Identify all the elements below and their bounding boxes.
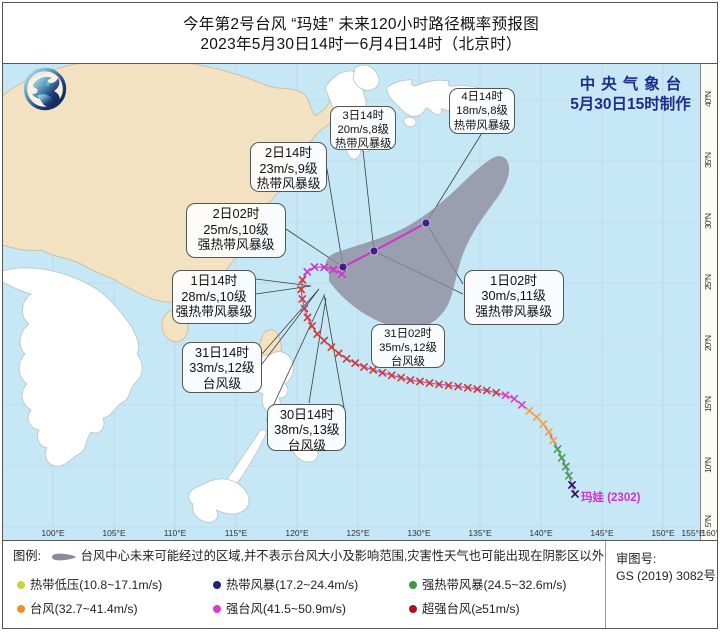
svg-text:玛娃 (2302): 玛娃 (2302) bbox=[581, 490, 641, 504]
